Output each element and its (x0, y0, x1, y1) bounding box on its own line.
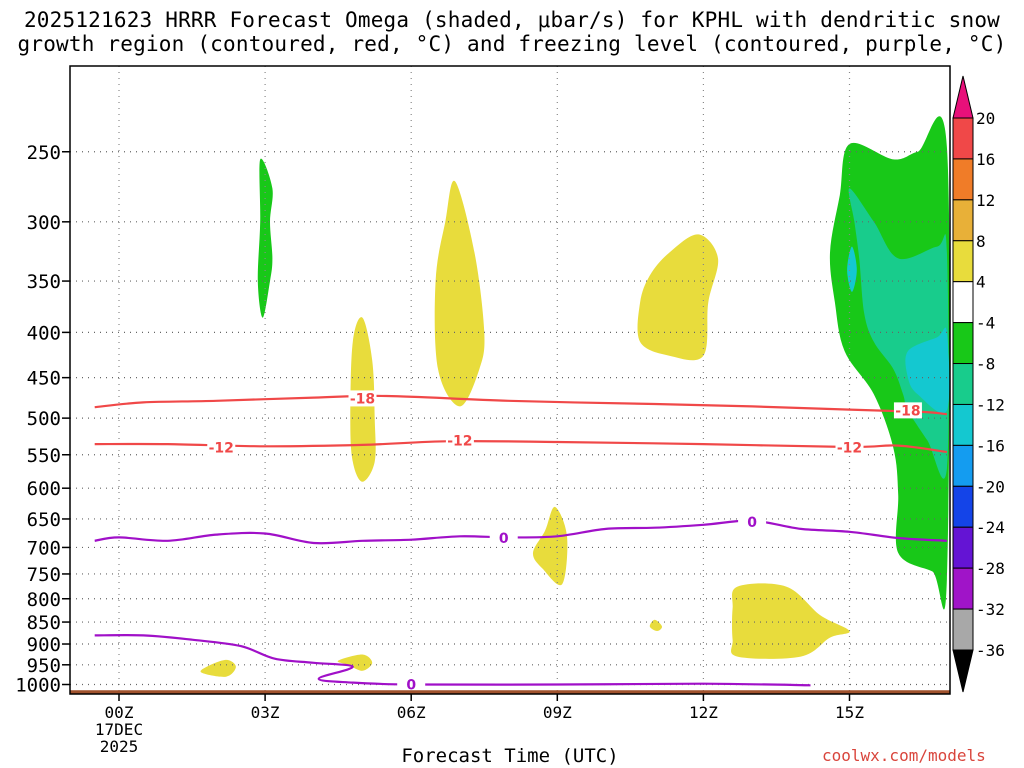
y-tick-label: 500 (27, 408, 61, 430)
colorbar-label: -12 (976, 395, 1005, 414)
colorbar: 20 16 12 8 4 -4 -8 -12 -16 -20 -24 -28 -32 -36 (952, 75, 1005, 693)
contour-label: -12 (837, 441, 862, 457)
omega-region-5 (532, 506, 568, 586)
x-tick-label: 15Z (835, 703, 864, 722)
contour-label: 0 (747, 515, 757, 531)
colorbar-bottom-arrow (952, 649, 974, 693)
contour-label: -12 (447, 434, 472, 450)
x-tick-label: 09Z (543, 703, 572, 722)
chart-title-line-1: 2025121623 HRRR Forecast Omega (shaded, … (23, 8, 1001, 32)
contour-labels: -18 -18 -12 -12 -12 0 0 0 (207, 390, 922, 694)
credit-text: coolwx.com/models (822, 746, 986, 765)
y-tick-label: 450 (27, 368, 61, 390)
colorbar-swatch (952, 117, 974, 160)
y-tick-label: 350 (27, 271, 61, 293)
omega-region-9 (337, 654, 373, 671)
chart-title-line-2: growth region (contoured, red, °C) and f… (17, 32, 1007, 56)
y-tick-label: 850 (27, 612, 61, 634)
contour-label-bg (489, 529, 518, 546)
colorbar-swatch (952, 444, 974, 487)
omega-region-4 (637, 234, 719, 361)
ground-terrain (70, 690, 950, 694)
y-tick-label: 300 (27, 212, 61, 234)
colorbar-swatch (952, 281, 974, 324)
colorbar-top-arrow (952, 75, 974, 119)
omega-shading (200, 116, 950, 677)
colorbar-swatch (952, 158, 974, 201)
colorbar-label: -36 (976, 641, 1005, 660)
omega-region-11 (848, 188, 949, 479)
contour-label: -12 (209, 441, 234, 457)
omega-region-7 (731, 583, 850, 659)
y-tick-label: 600 (27, 478, 61, 500)
omega-region-2 (434, 180, 485, 407)
x-axis-label: Forecast Time (UTC) (401, 745, 619, 767)
colorbar-label: 12 (976, 191, 995, 210)
contour-label-bg (893, 402, 922, 419)
colorbar-label: -28 (976, 559, 1005, 578)
colorbar-swatch (952, 567, 974, 610)
colorbar-label: -8 (976, 355, 995, 374)
x-tick-label: 03Z (251, 703, 280, 722)
colorbar-swatch (952, 199, 974, 242)
contour-label: -18 (895, 403, 920, 419)
y-tick-label: 750 (27, 564, 61, 586)
y-tick-label: 900 (27, 634, 61, 656)
x-tick-label: 00Z (105, 703, 134, 722)
colorbar-label: 20 (976, 109, 995, 128)
colorbar-swatch (952, 608, 974, 651)
contour-label: 0 (406, 678, 416, 694)
contour-label-bg (835, 439, 864, 456)
x-tick-label: 17DEC (95, 720, 143, 739)
colorbar-label: -24 (976, 518, 1005, 537)
contour-label-bg (738, 513, 767, 530)
contour-line-0-lower (94, 633, 811, 687)
colorbar-swatch (952, 526, 974, 569)
y-tick-label: 950 (27, 655, 61, 677)
colorbar-swatch (952, 322, 974, 365)
colorbar-swatch (952, 363, 974, 405)
contour-label-bg (445, 432, 474, 449)
colorbar-label: -16 (976, 436, 1005, 455)
contour-label-bg (348, 390, 377, 407)
contour-label: 0 (499, 531, 509, 547)
y-tick-label: 400 (27, 322, 61, 344)
colorbar-label: 16 (976, 150, 995, 169)
contour-label-bg (207, 439, 236, 456)
omega-region-13 (847, 246, 857, 292)
y-axis-ticks: 2503003504004505005506006507007508008509… (15, 142, 70, 697)
y-tick-label: 550 (27, 445, 61, 467)
x-tick-label: 2025 (100, 737, 139, 756)
x-tick-label: 12Z (689, 703, 718, 722)
colorbar-label: -4 (976, 314, 995, 333)
omega-region-1 (257, 158, 273, 318)
omega-region-12 (905, 327, 950, 414)
omega-region-8 (200, 659, 236, 677)
colorbar-swatch (952, 240, 974, 283)
y-tick-label: 700 (27, 537, 61, 559)
colorbar-label: 4 (976, 273, 986, 292)
colorbar-label: -20 (976, 477, 1005, 496)
y-tick-label: 800 (27, 589, 61, 611)
x-tick-label: 06Z (397, 703, 426, 722)
colorbar-label: -32 (976, 600, 1005, 619)
contour-label-bg (397, 676, 426, 693)
plot-background (70, 66, 950, 694)
y-tick-label: 250 (27, 142, 61, 164)
colorbar-swatch (952, 403, 974, 446)
colorbar-swatch (952, 485, 974, 528)
contour-label: -18 (350, 391, 375, 407)
y-tick-label: 650 (27, 509, 61, 531)
plot-frame (69, 65, 951, 695)
y-tick-label: 1000 (15, 675, 61, 697)
contour-line--18 (94, 394, 948, 416)
colorbar-label: 8 (976, 232, 986, 251)
